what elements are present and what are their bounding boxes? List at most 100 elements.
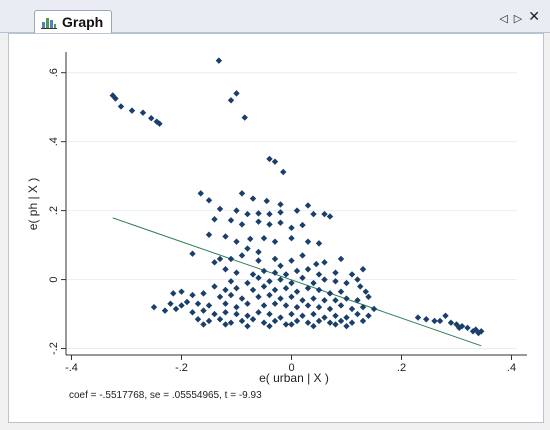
data-point [293, 317, 301, 325]
data-point [266, 155, 273, 163]
data-point [260, 267, 268, 275]
x-axis-label: e( urban | X ) [259, 371, 329, 385]
data-point [343, 295, 350, 302]
data-point [315, 286, 323, 294]
x-tick-label: .4 [507, 362, 516, 374]
data-point [354, 310, 361, 318]
data-point [464, 324, 471, 332]
data-point [211, 310, 218, 318]
data-point [304, 266, 312, 273]
data-point [321, 314, 328, 321]
data-point [326, 305, 334, 313]
data-point [216, 316, 224, 323]
x-tick-label: .2 [397, 362, 406, 374]
data-point [293, 303, 301, 311]
data-point [200, 321, 207, 328]
data-point [436, 317, 444, 325]
data-point [194, 316, 202, 323]
data-point [227, 291, 235, 299]
data-point [299, 274, 306, 282]
data-point [304, 285, 312, 292]
data-point [315, 271, 323, 278]
data-point [271, 286, 279, 294]
data-point [139, 109, 147, 116]
data-point [233, 90, 240, 97]
data-point [222, 309, 229, 316]
data-point [343, 279, 350, 287]
data-point [222, 233, 229, 240]
data-point [315, 240, 323, 247]
data-point [326, 290, 334, 297]
data-point [282, 285, 290, 292]
next-tab-button[interactable]: ▷ [513, 12, 523, 25]
data-point [271, 317, 279, 325]
data-point [233, 310, 240, 318]
data-point [247, 235, 254, 243]
data-point [442, 312, 449, 319]
tab-graph[interactable]: Graph [34, 10, 113, 33]
data-point [370, 305, 378, 313]
data-point [249, 316, 257, 323]
data-point [271, 158, 279, 165]
data-point [227, 319, 235, 326]
data-point [337, 288, 345, 295]
fit-line [112, 217, 482, 347]
data-point [244, 300, 251, 307]
data-point [271, 300, 279, 307]
data-point [200, 307, 207, 314]
data-point [249, 195, 257, 202]
data-point [222, 266, 229, 273]
scatter-chart: -.4 -.2 0 .2 .4 -.2 0 .2 .4 .6 e( urban | X ) e( … [26, 52, 536, 401]
data-point [277, 262, 284, 269]
data-point [183, 298, 191, 306]
data-point [233, 285, 240, 292]
data-point [233, 238, 240, 245]
data-point [332, 278, 339, 285]
data-point [310, 310, 317, 318]
data-point [293, 267, 301, 275]
data-point [288, 293, 295, 301]
data-point [109, 92, 116, 99]
data-point [153, 118, 160, 125]
data-point [288, 257, 295, 264]
data-point [260, 302, 268, 309]
data-point [288, 310, 295, 318]
data-point [178, 288, 185, 295]
close-button[interactable]: ✕ [528, 9, 540, 25]
data-point [277, 201, 284, 208]
data-point [227, 97, 235, 104]
data-point [216, 205, 224, 213]
data-point [277, 219, 284, 226]
data-point [266, 322, 273, 330]
data-point [282, 271, 290, 278]
data-point [332, 321, 339, 328]
data-point [238, 252, 246, 259]
graph-area: -.4 -.2 0 .2 .4 -.2 0 .2 .4 .6 e( urban | X ) e( … [8, 33, 544, 423]
data-point [263, 197, 270, 205]
data-point [233, 207, 240, 214]
data-point [112, 95, 119, 102]
data-point [423, 316, 430, 323]
data-point [238, 190, 246, 197]
data-point [332, 312, 339, 319]
data-point [249, 271, 257, 278]
data-point [293, 207, 301, 214]
data-point [244, 279, 251, 287]
data-point [170, 290, 177, 297]
x-tick-label: -.4 [65, 362, 78, 374]
data-point [266, 291, 273, 299]
data-point [260, 235, 268, 242]
data-point [271, 238, 279, 245]
regression-caption: coef = -.5517768, se = .05554965, t = -9… [69, 390, 262, 401]
y-tick-label: .6 [48, 68, 60, 77]
prev-tab-button[interactable]: ◁ [499, 12, 508, 25]
data-point [315, 303, 323, 311]
data-point [244, 210, 251, 218]
tab-strip: Graph ◁ ▷ ✕ [0, 0, 550, 33]
data-point [117, 103, 125, 110]
data-point [222, 300, 229, 307]
data-point [365, 293, 372, 301]
data-point [205, 317, 213, 325]
data-point [332, 297, 339, 304]
data-point [293, 288, 301, 295]
